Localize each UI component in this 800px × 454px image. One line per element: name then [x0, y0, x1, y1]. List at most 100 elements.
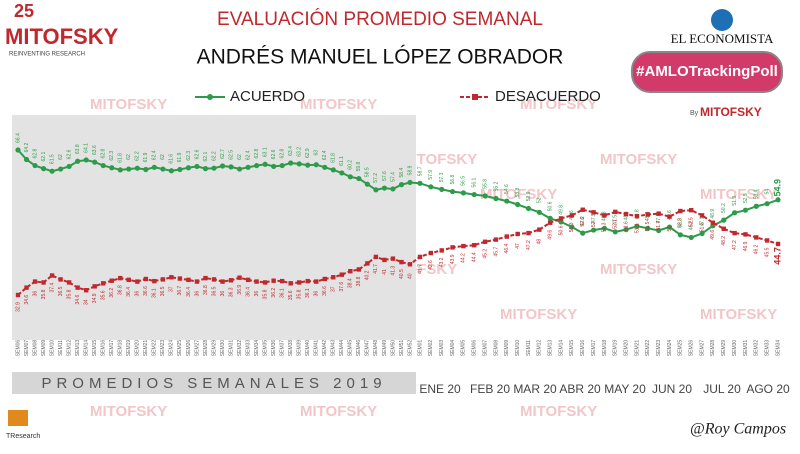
value-label: 36 — [254, 291, 260, 297]
point — [169, 275, 174, 280]
point — [764, 201, 770, 207]
value-label: 55.8 — [482, 179, 488, 189]
value-label: 54 — [764, 189, 770, 195]
month-label: AGO 20 — [746, 382, 790, 396]
value-label: 36 — [135, 291, 141, 297]
month-label: MAR 20 — [513, 382, 557, 396]
point — [92, 284, 97, 289]
point — [536, 209, 542, 215]
value-label: 41.3 — [390, 266, 396, 276]
value-label: 64.1 — [84, 143, 90, 153]
value-label: 51.9 — [732, 196, 738, 206]
value-label: 62 — [126, 154, 132, 160]
value-label: 36 — [314, 291, 320, 297]
value-label: 42.6 — [428, 260, 434, 270]
value-label: 50.6 — [548, 201, 554, 211]
value-label: 62.4 — [322, 150, 328, 160]
point — [613, 209, 618, 215]
value-label: 47.2 — [526, 240, 532, 250]
value-label: 51.3 — [569, 222, 575, 232]
x-tick-label: SEM13 — [548, 340, 554, 357]
x-tick-label: SEM19 — [126, 340, 132, 357]
value-label: 47 — [515, 243, 521, 249]
point — [677, 232, 683, 238]
point — [228, 164, 234, 170]
x-tick-label: SEM49 — [382, 340, 388, 357]
value-label: 36.7 — [177, 285, 183, 295]
x-tick-label: SEM36 — [271, 340, 277, 357]
value-label: 62.4 — [245, 150, 251, 160]
x-tick-label: SEM05 — [461, 340, 467, 357]
value-label: 63.8 — [75, 144, 81, 154]
point — [83, 157, 89, 163]
x-tick-label: SEM19 — [613, 340, 619, 357]
footer-icon — [8, 410, 28, 426]
value-label: 51.6 — [623, 221, 629, 231]
point — [322, 164, 328, 170]
point — [296, 161, 302, 167]
point — [330, 167, 336, 173]
x-tick-label: SEM15 — [569, 340, 575, 357]
point — [666, 224, 673, 230]
series-line — [17, 208, 779, 296]
x-tick-label: SEM30 — [220, 340, 226, 357]
value-label: 62.8 — [280, 148, 286, 158]
point — [305, 162, 311, 168]
point — [254, 279, 259, 284]
value-label: 49.6 — [710, 230, 716, 240]
point — [271, 278, 276, 283]
x-tick-label: SEM08 — [493, 340, 499, 357]
point — [245, 277, 251, 283]
x-tick-label: SEM45 — [348, 340, 354, 357]
x-tick-label: SEM46 — [356, 340, 362, 357]
point — [211, 165, 217, 171]
point — [194, 163, 200, 170]
point — [75, 158, 81, 164]
value-label: 37 — [331, 286, 337, 292]
x-tick-label: SEM01 — [417, 340, 423, 357]
value-label: 40.2 — [365, 270, 371, 280]
value-label: 36 — [220, 291, 226, 297]
x-tick-label: SEM31 — [743, 340, 749, 357]
value-label: 54.6 — [504, 184, 510, 194]
point — [160, 166, 166, 172]
value-label: 53.8 — [515, 187, 521, 197]
value-label: 34.6 — [75, 295, 81, 305]
x-tick-label: SEM38 — [288, 340, 294, 357]
x-tick-label: SEM02 — [428, 340, 434, 357]
value-label: 61.5 — [49, 154, 55, 164]
x-tick-label: SEM40 — [305, 340, 311, 357]
x-tick-label: SEM21 — [634, 340, 640, 357]
x-tick-label: SEM52 — [407, 340, 413, 357]
point — [24, 285, 29, 290]
value-label: 62 — [237, 154, 243, 160]
value-label: 36 — [194, 291, 200, 297]
x-tick-label: SEM26 — [186, 340, 192, 357]
x-tick-label: SEM14 — [558, 340, 564, 357]
value-label: 41 — [382, 269, 388, 275]
point — [49, 168, 55, 174]
point — [381, 185, 388, 191]
hashtag-badge — [631, 51, 783, 93]
value-label: 62.6 — [66, 149, 72, 159]
value-label: 61.8 — [118, 153, 124, 163]
value-label: 62.3 — [186, 151, 192, 161]
point — [135, 279, 140, 284]
point — [602, 213, 607, 218]
point — [15, 292, 21, 298]
point — [41, 280, 46, 285]
point — [569, 224, 575, 230]
point — [288, 281, 293, 286]
point — [450, 245, 455, 250]
point — [461, 243, 466, 249]
period-label: PROMEDIOS SEMANALES 2019 — [41, 375, 386, 392]
value-label: 56.1 — [472, 177, 478, 187]
point — [775, 197, 781, 203]
value-label: 35.8 — [297, 289, 303, 299]
x-tick-label: SEM37 — [280, 340, 286, 357]
x-tick-label: SEM43 — [331, 340, 337, 357]
watermark: MITOFSKY — [90, 96, 167, 113]
point — [732, 230, 737, 236]
watermark: MITOFSKY — [600, 151, 677, 168]
point — [236, 166, 243, 172]
